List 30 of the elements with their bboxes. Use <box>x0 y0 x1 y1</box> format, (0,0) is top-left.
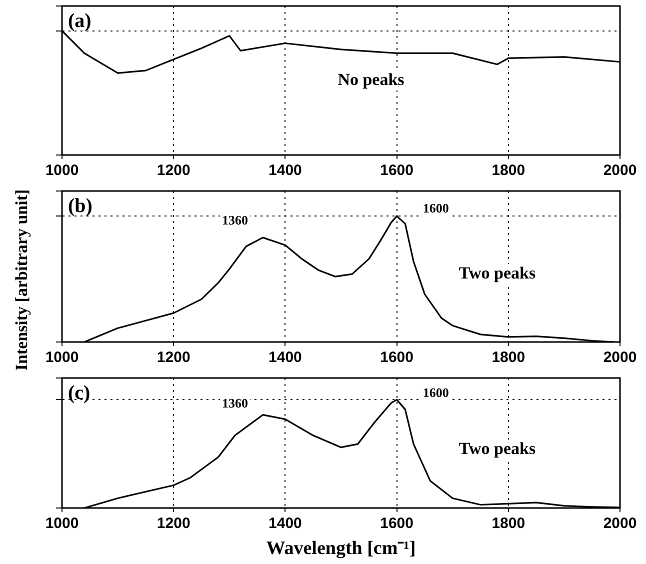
x-axis-title: Wavelength [cm⁻¹] <box>265 537 417 560</box>
x-tick-label: 1400 <box>268 515 302 532</box>
annotation: Two peaks <box>458 438 536 458</box>
annotation: No peaks <box>338 70 405 89</box>
annotation: Two peaks <box>458 263 536 282</box>
x-tick-label: 1000 <box>45 162 79 180</box>
x-tick-label: 1600 <box>380 162 414 180</box>
x-tick-label: 1400 <box>268 162 302 180</box>
x-tick-label: 1800 <box>492 349 526 366</box>
x-tick-label: 1000 <box>45 515 79 532</box>
x-tick-label: 2000 <box>603 349 637 366</box>
annotation: (a) <box>68 10 92 32</box>
text: 1600 <box>422 200 449 216</box>
x-tick-label: 1800 <box>492 162 526 180</box>
x-tick-label: 1600 <box>380 515 414 532</box>
annotation: 1600 <box>422 384 449 400</box>
y-axis-title: Intensity [arbitrary unit] <box>12 188 32 373</box>
annotation: (c) <box>68 382 90 404</box>
x-tick-label: 1600 <box>380 349 414 366</box>
annotation: (b) <box>68 195 92 218</box>
x-tick-label: 2000 <box>603 162 637 180</box>
annotation: 1360 <box>222 395 248 410</box>
x-tick-label: 1200 <box>156 349 190 366</box>
x-tick-label: 1000 <box>45 349 79 366</box>
x-tick-label: 2000 <box>603 515 637 532</box>
x-tick-label: 1200 <box>156 515 190 532</box>
x-tick-label: 1800 <box>492 515 526 532</box>
x-tick-label: 1200 <box>156 162 190 180</box>
x-tick-label: 1400 <box>268 349 302 366</box>
annotation: 1360 <box>222 212 248 228</box>
